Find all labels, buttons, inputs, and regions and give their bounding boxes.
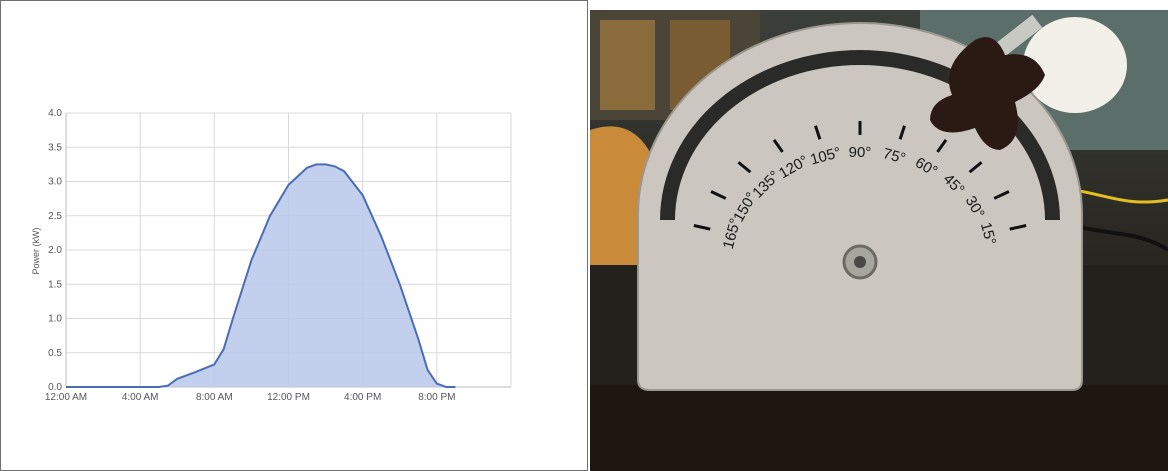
knob-icon	[930, 37, 1045, 151]
angle-tick	[814, 125, 822, 140]
background-shelf-wood	[600, 20, 655, 110]
x-tick-label: 12:00 PM	[267, 392, 310, 403]
angle-tick	[968, 161, 983, 174]
x-tick-label: 8:00 AM	[196, 392, 233, 403]
series-line	[66, 163, 456, 388]
chart-panel: 0.0 0.5 1.0 1.5 2.0 2.5 3.0 3.5 4.0 12:00 AM 4:00…	[0, 0, 588, 471]
pivot-bolt-center	[854, 256, 866, 268]
area-fill	[66, 164, 456, 387]
table-edge	[590, 385, 1168, 471]
power-area-chart: 0.0 0.5 1.0 1.5 2.0 2.5 3.0 3.5 4.0 12:00 AM 4:00…	[31, 108, 512, 403]
y-tick-label: 2.5	[48, 211, 62, 222]
angle-tick	[737, 161, 752, 174]
angle-tick	[1009, 224, 1027, 231]
angle-tick	[710, 190, 727, 200]
x-tick-label: 4:00 AM	[122, 392, 159, 403]
angle-label: 90°	[849, 144, 872, 161]
y-tick-label: 4.0	[48, 108, 62, 119]
y-tick-label: 1.5	[48, 279, 62, 290]
y-tick-label: 0.5	[48, 348, 62, 359]
protractor-photo: 165°150°135°120°105° 90° 75° 60°45°30°15°	[590, 10, 1168, 471]
x-tick-label: 8:00 PM	[418, 392, 455, 403]
photo-panel: 165° 150° 135° 120° 105° 90° 75° 60° 45° 30° 15°	[590, 10, 1168, 471]
y-tick-label: 0.0	[48, 382, 62, 393]
angle-tick	[693, 224, 711, 231]
y-tick-labels: 0.0 0.5 1.0 1.5 2.0 2.5 3.0 3.5 4.0	[48, 108, 62, 393]
y-tick-label: 3.5	[48, 142, 62, 153]
angle-label: 75°	[881, 145, 907, 167]
angle-label: 15°	[977, 221, 999, 247]
angle-ticks	[693, 120, 1027, 231]
y-tick-label: 3.0	[48, 177, 62, 188]
angle-tick	[898, 125, 906, 140]
y-axis-label: Power (kW)	[31, 227, 41, 274]
area-series	[66, 163, 456, 388]
angle-tick	[772, 138, 784, 153]
y-tick-label: 2.0	[48, 245, 62, 256]
x-tick-label: 4:00 PM	[344, 392, 381, 403]
x-tick-label: 12:00 AM	[45, 392, 87, 403]
y-tick-label: 1.0	[48, 314, 62, 325]
angle-tick	[993, 190, 1010, 200]
x-tick-labels: 12:00 AM 4:00 AM 8:00 AM 12:00 PM 4:00 PM 8:0…	[45, 392, 456, 403]
lamp-shade	[1023, 17, 1127, 113]
angle-tick	[936, 138, 948, 153]
